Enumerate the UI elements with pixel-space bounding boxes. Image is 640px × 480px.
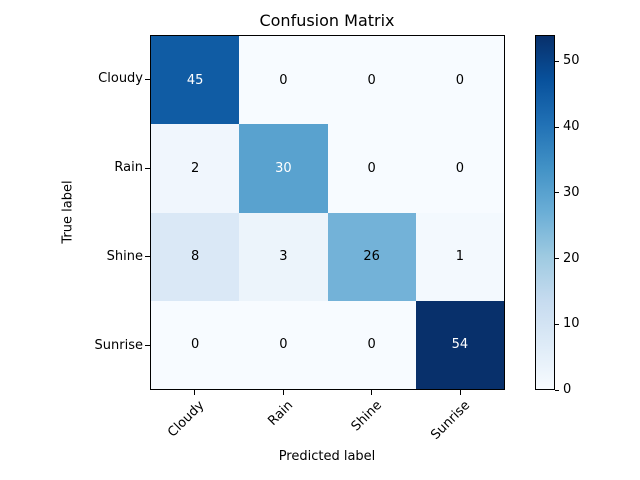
colorbar-tick-label: 10 bbox=[563, 316, 580, 332]
colorbar-tick-label: 30 bbox=[563, 184, 580, 200]
y-tick-label: Cloudy bbox=[98, 71, 143, 87]
matrix-cell: 0 bbox=[239, 36, 328, 125]
matrix-cell: 1 bbox=[415, 212, 504, 301]
colorbar-tick-mark bbox=[555, 192, 559, 194]
colorbar-tick-mark bbox=[555, 323, 559, 325]
matrix-cell: 3 bbox=[239, 212, 328, 301]
matrix-cell: 0 bbox=[151, 300, 240, 389]
matrix-cell: 0 bbox=[327, 300, 416, 389]
y-tick-mark bbox=[145, 256, 150, 258]
matrix-cell: 8 bbox=[151, 212, 240, 301]
cell-value: 0 bbox=[455, 160, 465, 176]
x-tick-label: Cloudy bbox=[164, 398, 207, 441]
x-tick-label: Sunrise bbox=[428, 398, 474, 443]
y-tick-mark bbox=[145, 345, 150, 347]
x-tick-label: Shine bbox=[348, 398, 385, 435]
cell-value: 0 bbox=[190, 337, 200, 353]
matrix-cell: 2 bbox=[151, 124, 240, 213]
cell-value: 0 bbox=[367, 337, 376, 353]
colorbar-tick-mark bbox=[555, 258, 559, 260]
x-tick-mark bbox=[371, 390, 373, 395]
cell-value: 54 bbox=[451, 337, 469, 353]
y-tick-label: Sunrise bbox=[94, 337, 143, 353]
colorbar-tick-mark bbox=[555, 389, 559, 391]
colorbar-tick-label: 0 bbox=[563, 382, 572, 397]
matrix-cell: 30 bbox=[239, 124, 328, 213]
y-tick-label: Shine bbox=[106, 248, 143, 264]
matrix-cell: 54 bbox=[415, 300, 504, 389]
matrix-cell: 0 bbox=[239, 300, 328, 389]
cell-value: 0 bbox=[279, 72, 288, 88]
y-axis-label: True label bbox=[60, 180, 76, 244]
matrix-cell: 26 bbox=[327, 212, 416, 301]
x-tick-mark bbox=[193, 390, 195, 395]
cell-value: 26 bbox=[363, 249, 380, 265]
cell-value: 0 bbox=[367, 160, 376, 176]
cell-value: 2 bbox=[190, 160, 200, 176]
y-tick-mark bbox=[145, 78, 150, 80]
cell-value: 0 bbox=[367, 72, 376, 88]
cell-value: 3 bbox=[279, 249, 288, 265]
colorbar-tick-label: 20 bbox=[563, 250, 580, 266]
matrix-cell: 0 bbox=[327, 124, 416, 213]
matrix-cell: 0 bbox=[327, 36, 416, 125]
colorbar bbox=[535, 35, 555, 390]
cell-value: 0 bbox=[455, 72, 465, 88]
matrix-cell: 0 bbox=[415, 36, 504, 125]
y-tick-label: Rain bbox=[114, 160, 143, 176]
y-tick-mark bbox=[145, 167, 150, 169]
cell-value: 45 bbox=[186, 72, 204, 88]
cell-value: 8 bbox=[190, 249, 200, 265]
x-tick-mark bbox=[282, 390, 284, 395]
cell-value: 0 bbox=[279, 337, 288, 353]
colorbar-tick-mark bbox=[555, 60, 559, 62]
heatmap-plot-area: 45 0 0 0 2 30 0 0 8 3 26 1 0 0 0 54 bbox=[150, 35, 505, 390]
colorbar-tick-label: 40 bbox=[563, 119, 580, 135]
x-tick-mark bbox=[460, 390, 462, 395]
cell-value: 30 bbox=[275, 160, 292, 176]
cell-value: 1 bbox=[455, 249, 465, 265]
colorbar-tick-mark bbox=[555, 126, 559, 128]
x-axis-label: Predicted label bbox=[278, 449, 376, 464]
chart-title: Confusion Matrix bbox=[259, 11, 395, 30]
matrix-cell: 45 bbox=[151, 36, 240, 125]
matrix-cell: 0 bbox=[415, 124, 504, 213]
colorbar-tick-label: 50 bbox=[563, 53, 580, 69]
x-tick-label: Rain bbox=[264, 398, 296, 429]
